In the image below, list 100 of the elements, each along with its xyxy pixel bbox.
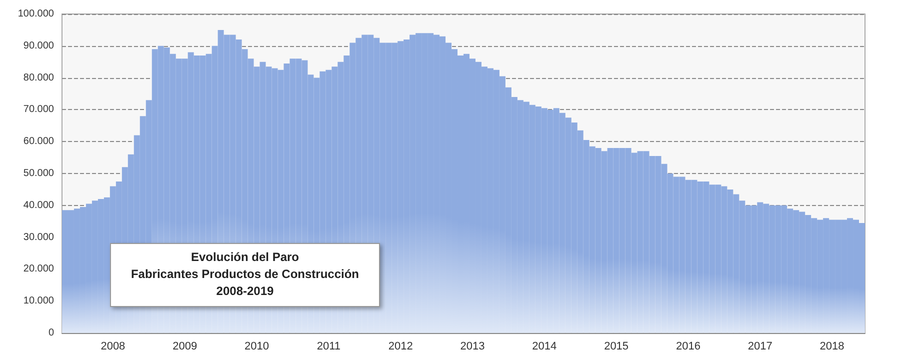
bar	[619, 148, 626, 333]
bar	[92, 200, 98, 333]
bar	[829, 220, 836, 333]
bar	[547, 110, 554, 333]
bar	[655, 156, 662, 333]
x-tick-label: 2017	[748, 340, 772, 352]
bar	[523, 102, 530, 333]
bar	[625, 148, 632, 333]
bar	[673, 176, 680, 333]
bar	[68, 210, 74, 333]
bar	[805, 214, 812, 333]
bar	[595, 148, 602, 333]
bar	[727, 189, 734, 333]
bar	[565, 118, 572, 333]
bar	[847, 218, 854, 333]
bar	[98, 199, 104, 333]
x-tick-label: 2010	[244, 340, 269, 352]
bar	[80, 206, 86, 333]
bar	[481, 66, 488, 333]
bar	[434, 34, 440, 333]
bar	[859, 222, 865, 333]
bar	[613, 148, 620, 333]
annotation: 2008-2019	[215, 283, 275, 300]
x-tick-label: 2011	[316, 340, 340, 352]
bar	[691, 180, 698, 333]
bar	[416, 33, 422, 333]
bar	[661, 164, 668, 333]
y-tick-label: 0	[48, 328, 54, 338]
bar	[440, 36, 446, 333]
bar	[835, 220, 842, 333]
bar	[667, 174, 674, 333]
bar	[511, 96, 518, 333]
bar	[631, 152, 638, 333]
bar	[733, 194, 740, 333]
x-tick-label: 2018	[820, 340, 844, 352]
bar	[775, 205, 782, 333]
bar	[422, 33, 428, 333]
bar	[739, 200, 746, 333]
x-tick-label: 2016	[676, 340, 700, 352]
y-tick-label: 90.000	[23, 40, 54, 52]
x-tick-label: 2013	[460, 340, 485, 352]
bar	[487, 68, 494, 333]
bar	[458, 55, 464, 333]
y-tick-label: 80.000	[23, 72, 54, 84]
bar	[499, 76, 506, 333]
bar	[577, 130, 584, 333]
bar	[649, 156, 656, 333]
bar	[505, 87, 512, 333]
bar	[589, 146, 596, 333]
bar	[62, 210, 68, 333]
bar	[751, 205, 758, 333]
bar	[637, 151, 644, 333]
y-tick-label: 50.000	[23, 168, 54, 179]
bar	[529, 104, 536, 333]
bar	[428, 33, 434, 333]
x-tick-label: 2014	[532, 340, 557, 352]
bar	[535, 106, 542, 333]
y-tick-label: 20.000	[23, 264, 54, 275]
bar	[685, 180, 692, 333]
bar	[679, 176, 686, 333]
text: Fabricantes Productos de Construcción	[130, 266, 360, 283]
bar	[392, 42, 398, 333]
bar	[721, 186, 728, 333]
y-tick-label: 10.000	[23, 296, 54, 307]
bar	[398, 41, 404, 333]
bar	[517, 100, 524, 333]
bar	[841, 220, 848, 333]
bar	[817, 220, 824, 333]
bar	[446, 42, 452, 333]
bar	[404, 40, 410, 333]
bar	[745, 205, 752, 333]
x-tick-label: 2012	[388, 340, 413, 352]
bar	[793, 210, 800, 333]
bar	[715, 184, 722, 333]
y-tick-label: 30.000	[23, 232, 54, 243]
x-tick-label: 2015	[604, 340, 629, 352]
bar	[469, 58, 476, 333]
bar	[86, 204, 92, 333]
bar	[703, 181, 710, 333]
y-tick-label: 40.000	[23, 200, 54, 211]
bar	[709, 184, 716, 333]
y-tick-label: 60.000	[23, 136, 54, 148]
bar	[553, 108, 560, 333]
bar	[769, 205, 776, 333]
bar	[410, 34, 416, 333]
bar	[74, 208, 80, 333]
bar	[452, 49, 458, 333]
bar	[559, 112, 566, 333]
bar	[643, 151, 650, 333]
bar	[607, 148, 614, 333]
bar	[697, 181, 704, 333]
bar	[493, 70, 500, 333]
bar	[757, 202, 764, 333]
text: Evolución del Paro	[190, 249, 300, 266]
bar	[823, 218, 830, 333]
x-tick-label: 2008	[100, 340, 126, 352]
bar	[799, 212, 806, 333]
bar	[386, 42, 392, 333]
y-tick-label: 100.000	[18, 8, 54, 20]
bar	[380, 42, 386, 333]
